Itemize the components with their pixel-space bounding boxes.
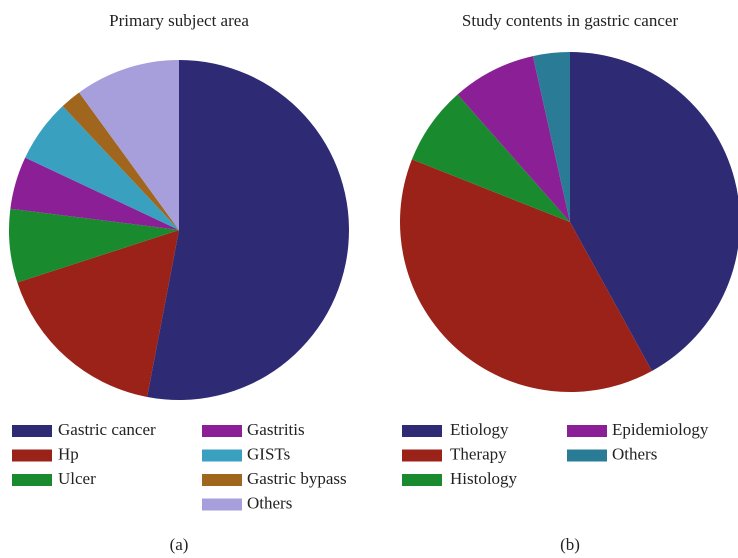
legend-swatch <box>202 425 242 437</box>
legend-swatch <box>12 449 52 462</box>
legend-label: Gastric cancer <box>58 420 156 439</box>
pie-slice <box>25 106 180 230</box>
legend-label: Ulcer <box>58 469 96 488</box>
legend-label: Gastritis <box>247 420 305 439</box>
legend-swatch <box>567 449 607 462</box>
panel-label: (b) <box>560 535 580 554</box>
pie-slice <box>457 56 570 223</box>
pie-slice <box>570 52 738 371</box>
legend-swatch <box>202 474 242 486</box>
legend-swatch <box>402 474 442 486</box>
legend-swatch <box>12 474 52 486</box>
pie-slice <box>8 208 180 283</box>
legend-label: GISTs <box>247 444 290 463</box>
chart-title: Primary subject area <box>109 11 249 30</box>
legend-label: Etiology <box>450 420 509 439</box>
legend-label: Others <box>612 444 657 463</box>
pie-slice <box>532 52 570 222</box>
legend-label: Histology <box>450 469 518 488</box>
pie-slice <box>147 60 349 400</box>
legend-label: Hp <box>58 444 79 463</box>
legend-label: Epidemiology <box>612 420 709 439</box>
legend-swatch <box>402 425 442 437</box>
pie-slice <box>399 159 652 393</box>
pie-slice <box>62 92 179 231</box>
legend-swatch <box>202 449 242 462</box>
pie-slice <box>411 94 570 222</box>
legend-label: Therapy <box>450 444 507 463</box>
pie-slice <box>17 230 180 397</box>
pie-slice <box>79 60 179 230</box>
panel-label: (a) <box>170 535 189 554</box>
legend-label: Others <box>247 493 292 512</box>
legend-swatch <box>402 449 442 462</box>
chart-title: Study contents in gastric cancer <box>462 11 679 30</box>
pie-slice <box>10 157 180 230</box>
legend-swatch <box>567 425 607 437</box>
legend-label: Gastric bypass <box>247 469 347 488</box>
legend-swatch <box>202 498 242 511</box>
legend-swatch <box>12 425 52 437</box>
